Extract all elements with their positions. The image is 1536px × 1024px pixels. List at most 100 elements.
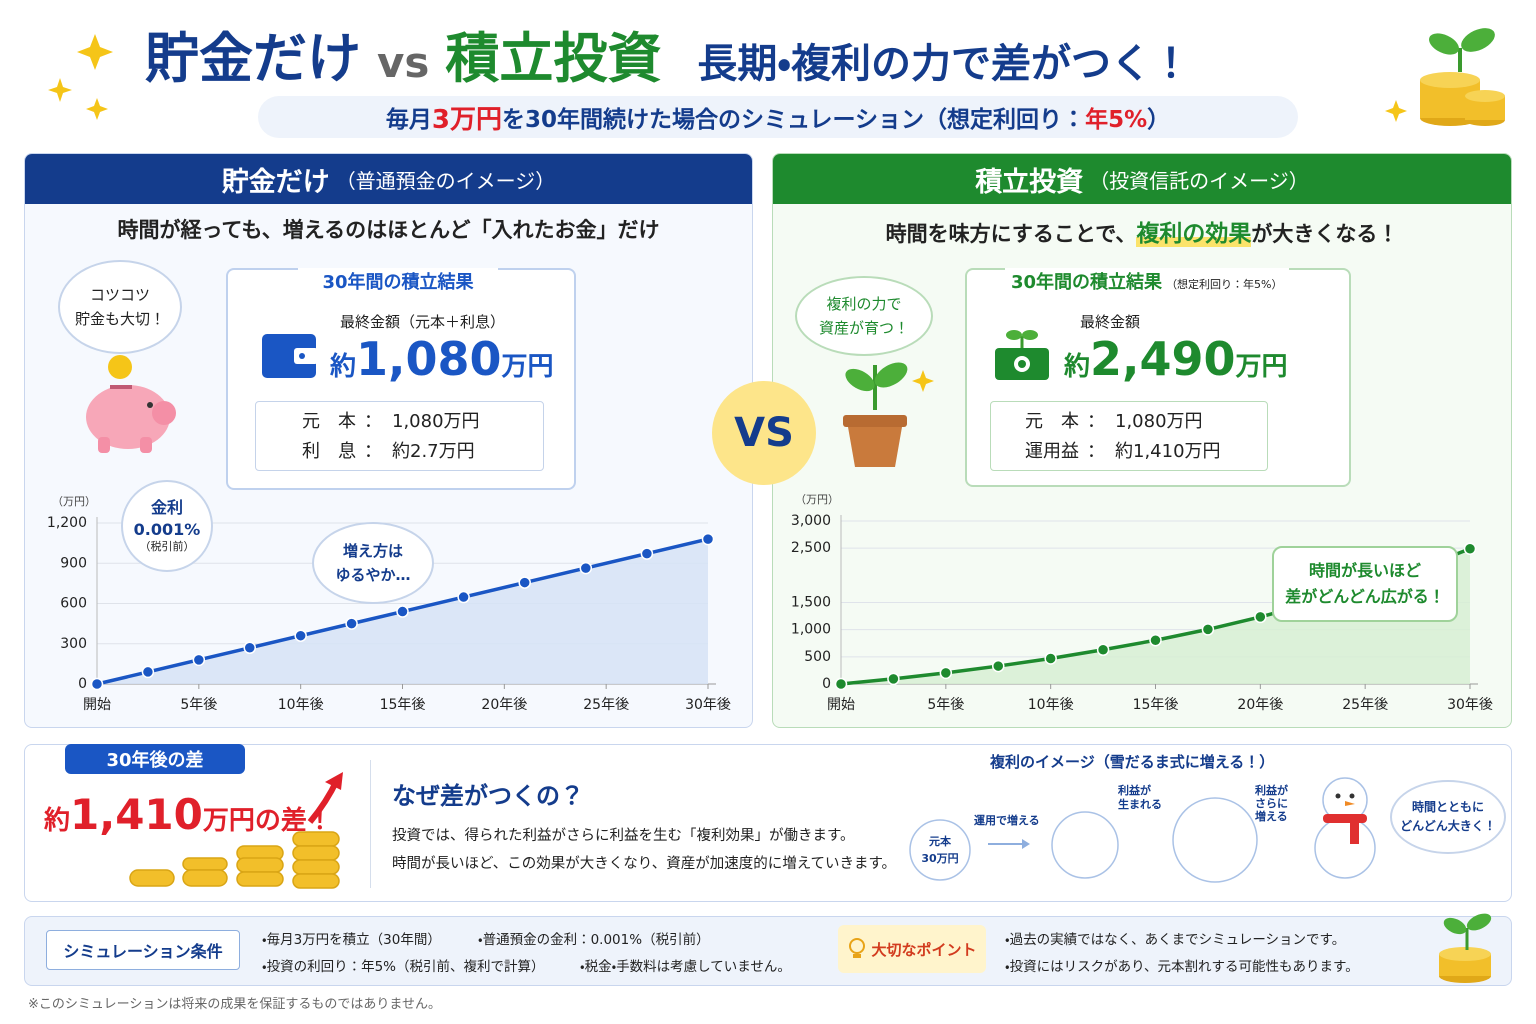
line <box>96 537 709 686</box>
diff-value: 1,410 <box>70 790 203 839</box>
row: 利 息 ： 約2.7万円 <box>302 437 543 467</box>
marker <box>1149 634 1162 647</box>
coins-plant-decor <box>1439 913 1492 983</box>
y-tick-label: 1,000 <box>791 622 831 638</box>
conditions-label: シミュレーション条件 <box>46 930 240 970</box>
point-item: ・投資にはリスクがあり、元本割れする可能性もあります。 <box>1005 959 1359 975</box>
left-final-label: 最終金額（元本＋利息） <box>340 313 506 331</box>
piggy-bank <box>86 355 176 453</box>
y-tick-label: 0 <box>822 676 831 692</box>
y-tick-label: 900 <box>60 555 87 571</box>
point-label: 大切なポイント <box>838 925 986 973</box>
marker <box>141 665 155 679</box>
title-vs: vs <box>377 38 430 87</box>
point-item: ・過去の実績ではなく、あくまでシミュレーションです。 <box>1005 932 1346 948</box>
vs-badge: VS <box>712 381 816 485</box>
snowball-step1: 運用で増える <box>974 814 1040 827</box>
subtitle-part: ） <box>1147 107 1171 133</box>
row: 運用益 ： 約1,410万円 <box>1025 437 1267 467</box>
snowball-step2: 利益が 生まれる <box>1118 784 1162 812</box>
why-line: 時間が長いほど、この効果が大きくなり、資産が加速度的に増えていきます。 <box>392 856 897 872</box>
x-tick-label: 25年後 <box>583 697 629 713</box>
right-rows: 元 本 ： 1,080万円 運用益 ： 約1,410万円 <box>990 401 1268 471</box>
left-final-prefix: 約 <box>330 352 357 382</box>
row: 元 本 ： 1,080万円 <box>1025 407 1267 437</box>
x-tick-label: 20年後 <box>1237 697 1283 713</box>
row-value: 約1,410万円 <box>1115 441 1221 462</box>
y-axis-label: （万円） <box>795 493 839 506</box>
row: 元 本 ： 1,080万円 <box>302 407 543 437</box>
marker <box>1463 542 1477 555</box>
left-final-amount: 約 1,080 万円 <box>330 332 554 386</box>
marker <box>834 677 848 691</box>
subtitle-part: 毎月 <box>385 107 432 133</box>
left-result-title: 30年間の積立結果 <box>298 268 498 294</box>
row-colon: ： <box>1087 411 1105 432</box>
row-key: 元 本 <box>1025 411 1079 432</box>
y-tick-label: 1,200 <box>47 515 87 531</box>
why-body: 投資では、得られた利益がさらに利益を生む「複利効果」が働きます。 時間が長いほど… <box>392 822 896 878</box>
marker <box>345 617 358 630</box>
why-line: 投資では、得られた利益がさらに利益を生む「複利効果」が働きます。 <box>392 828 855 844</box>
right-final-label: 最終金額 <box>1080 313 1141 331</box>
marker <box>243 641 256 655</box>
title-a: 貯金だけ <box>145 27 361 90</box>
condition-item: ・税金・手数料は考慮していません。 <box>580 959 791 975</box>
left-lead: 時間が経っても、増えるのはほとんど「入れたお金」だけ <box>117 218 660 242</box>
y-tick-label: 3,000 <box>791 513 831 529</box>
title-row: 貯金だけ vs 積立投資 長期・複利の力で差がつく！ <box>145 14 1191 93</box>
conditions-box <box>24 916 1512 986</box>
y-tick-label: 300 <box>60 636 87 652</box>
result-title: 30年間の積立結果 <box>1011 272 1163 293</box>
marker <box>939 666 953 680</box>
marker <box>457 590 470 604</box>
marker <box>396 605 409 618</box>
row-key: 利 息 <box>302 441 356 462</box>
right-panel-note: （投資信託のイメージ） <box>1089 168 1309 193</box>
right-chart-bubble: 時間が長いほど 差がどんどん広がる！ <box>1272 546 1458 622</box>
marker <box>579 561 593 575</box>
subtitle-part: 年5% <box>1085 107 1148 133</box>
left-panel-note: （普通預金のイメージ） <box>335 168 556 193</box>
subtitle-part: を30年間続けた場合のシミュレーション（想定利回り： <box>501 107 1086 133</box>
snowball-decor <box>909 777 1376 883</box>
row-colon: ： <box>1087 441 1105 462</box>
left-final-unit: 万円 <box>501 352 554 382</box>
charts: （万円） 0 300 600 900 1,200 開始 5年後 10年後 15年後 20年後 25年後… <box>47 493 1493 713</box>
left-final-value: 1,080 <box>356 332 502 386</box>
y-axis-label: （万円） <box>52 495 96 508</box>
row-colon: ： <box>364 441 382 462</box>
x-tick-label: 15年後 <box>380 697 426 713</box>
left-bubble: コツコツ 貯金も大切！ <box>58 260 182 354</box>
row-key: 元 本 <box>302 411 356 432</box>
condition-item: ・投資の利回り：年5%（税引前、複利で計算） <box>262 959 545 975</box>
wallet-icon <box>262 334 318 378</box>
title-c: 長期・複利の力で差がつく！ <box>697 41 1191 87</box>
rate-value: 0.001% <box>133 519 201 539</box>
right-lead: 時間を味方にすることで、複利の効果が大きくなる！ <box>772 214 1512 248</box>
x-tick-label: 15年後 <box>1133 697 1179 713</box>
condition-item: ・普通預金の金利：0.001%（税引前） <box>478 932 710 948</box>
marker <box>1096 643 1110 657</box>
x-tick-label: 10年後 <box>1028 697 1074 713</box>
marker <box>518 576 531 589</box>
row-key: 運用益 <box>1025 441 1079 462</box>
marker <box>90 677 104 691</box>
right-final-prefix: 約 <box>1064 352 1091 382</box>
right-final-value: 2,490 <box>1090 332 1236 386</box>
rate-label: 金利 <box>150 497 183 517</box>
right-bubble: 複利の力で 資産が育つ！ <box>795 276 933 356</box>
right-panel-title: 積立投資 <box>975 166 1084 198</box>
marker <box>887 672 900 686</box>
snowball-step3: 利益が さらに 増える <box>1255 784 1288 824</box>
rate-badge: 金利 0.001% （税引前） <box>121 480 213 572</box>
x-tick-label: 開始 <box>827 697 855 713</box>
snowball-title: 複利のイメージ（雪だるま式に増える！） <box>990 753 1275 771</box>
snowball-start: 元本 30万円 <box>921 835 959 865</box>
left-panel-title: 貯金だけ <box>221 166 330 198</box>
x-tick-label: 25年後 <box>1342 697 1388 713</box>
marker <box>701 532 715 546</box>
divider <box>370 760 371 888</box>
right-final-unit: 万円 <box>1235 352 1288 382</box>
money-icon <box>995 330 1049 380</box>
